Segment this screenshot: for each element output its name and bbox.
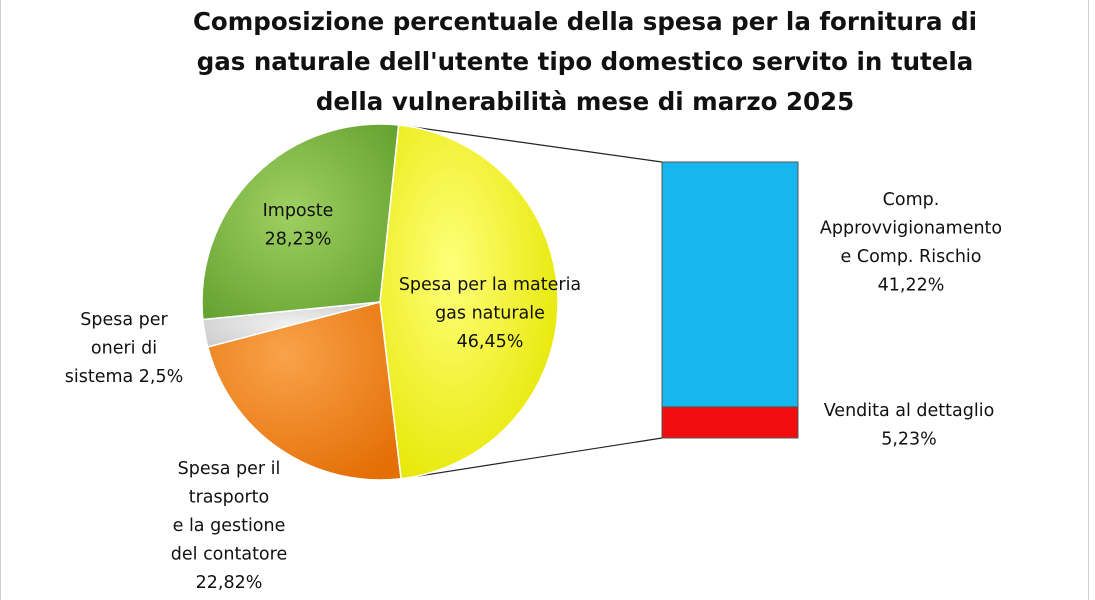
chart-title-line-2: gas naturale dell'utente tipo domestico … <box>196 47 974 76</box>
pie-slice-imposte <box>201 123 400 321</box>
slice-label-materia-line: gas naturale <box>435 304 545 324</box>
chart-title-line-3: della vulnerabilità mese di marzo 2025 <box>315 87 855 116</box>
slice-label-oneri-line: oneri di <box>91 339 157 359</box>
bar-segment-vendita <box>661 406 799 439</box>
slice-label-oneri-line: Spesa per <box>80 310 168 330</box>
bar-label-approvvigionamento-line: Comp. <box>883 190 940 210</box>
slice-label-imposte: Imposte 28,23% <box>263 201 334 250</box>
slice-label-oneri: Spesa per oneri di sistema 2,5% <box>65 310 184 387</box>
bar-label-approvvigionamento-line: e Comp. Rischio <box>841 247 982 267</box>
connector-lines <box>398 124 663 480</box>
slice-label-trasporto-line: e la gestione <box>173 516 286 536</box>
slice-label-trasporto-line: trasporto <box>189 488 269 508</box>
slice-label-trasporto-line: del contatore <box>171 545 287 565</box>
bar-segment-approvvigionamento <box>661 161 799 408</box>
pie-slice-materia <box>379 124 559 480</box>
slice-label-trasporto-line: Spesa per il <box>178 459 281 479</box>
slice-label-materia: Spesa per la materia gas naturale 46,45% <box>399 275 581 352</box>
chart-title-line-1: Composizione percentuale della spesa per… <box>192 7 978 36</box>
bar-label-approvvigionamento-line: Approvvigionamento <box>820 219 1002 239</box>
slice-label-materia-line: Spesa per la materia <box>399 275 581 295</box>
frame-right-border <box>1088 0 1089 600</box>
slice-label-imposte-line: 28,23% <box>265 230 332 250</box>
pie-slice-trasporto <box>206 301 402 481</box>
slice-label-materia-line: 46,45% <box>457 332 524 352</box>
frame-left-border <box>0 0 1 600</box>
slice-labels: Spesa per la materia gas naturale 46,45%Sp… <box>65 190 1002 593</box>
slice-label-trasporto-line: 22,82% <box>196 573 263 593</box>
bar-label-vendita-line: 5,23% <box>881 430 937 450</box>
connector-line-bottom <box>400 437 663 480</box>
bar-label-vendita: Vendita al dettaglio 5,23% <box>824 401 995 450</box>
bar-label-approvvigionamento-line: 41,22% <box>878 276 945 296</box>
bar-label-approvvigionamento: Comp. Approvvigionamento e Comp. Rischio 41… <box>820 190 1002 296</box>
breakdown-bar <box>661 161 799 439</box>
slice-label-trasporto: Spesa per il trasporto e la gestione del co… <box>171 459 287 593</box>
chart-title: Composizione percentuale della spesa per… <box>90 2 1080 122</box>
pie <box>201 123 559 481</box>
connector-line-top <box>398 124 663 163</box>
slice-label-imposte-line: Imposte <box>263 201 334 221</box>
bar-label-vendita-line: Vendita al dettaglio <box>824 401 995 421</box>
slice-label-oneri-line: sistema 2,5% <box>65 367 184 387</box>
